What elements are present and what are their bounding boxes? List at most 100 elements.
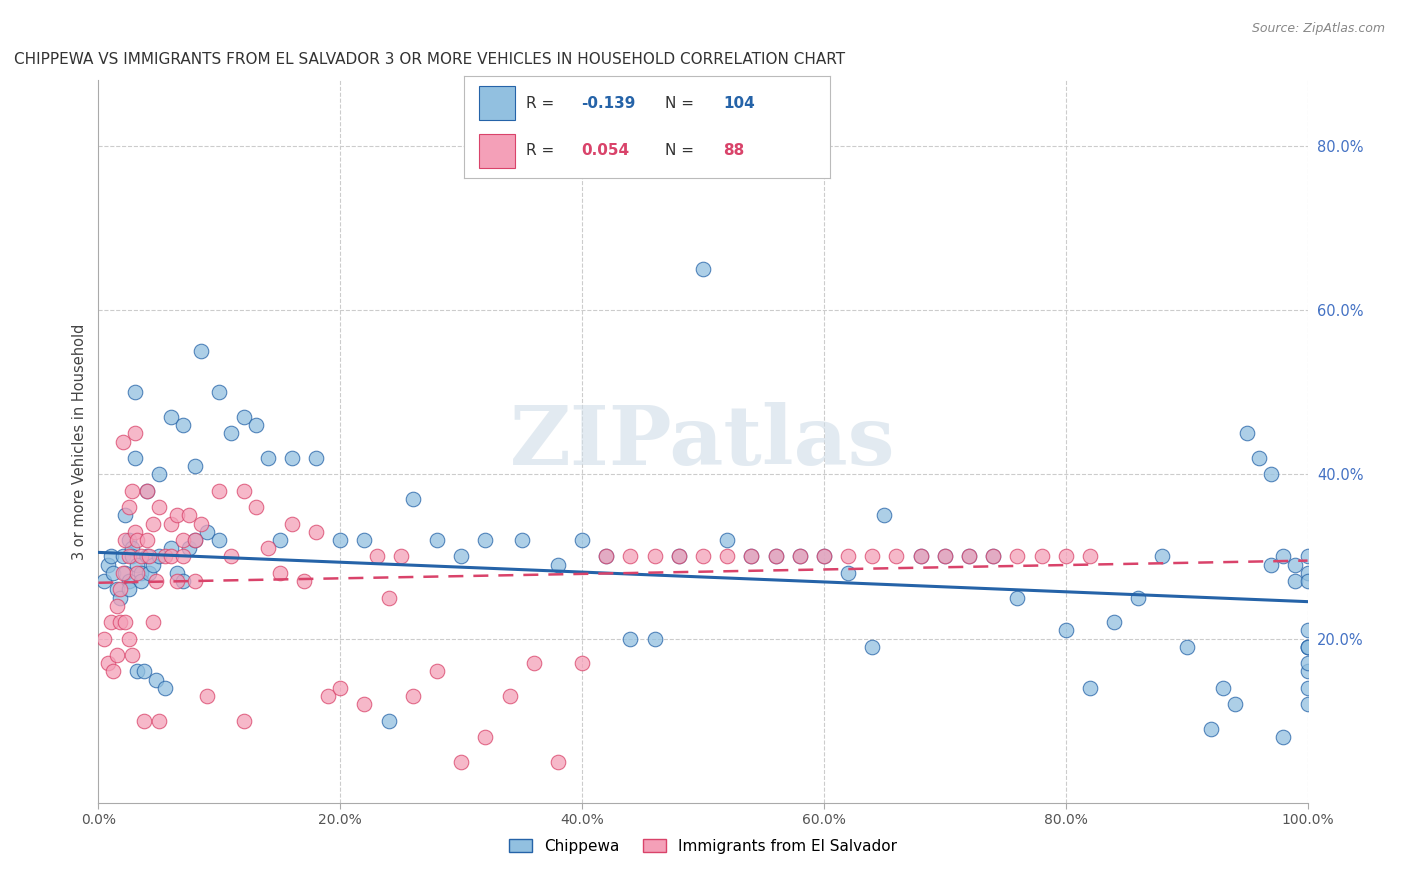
Point	[957, 549, 980, 564]
Point	[245, 418, 267, 433]
Point	[124, 450, 146, 465]
Point	[1054, 549, 1077, 564]
Text: R =: R =	[526, 96, 560, 111]
Point	[208, 385, 231, 400]
Point	[105, 582, 128, 597]
Point	[184, 459, 207, 474]
Point	[153, 549, 176, 564]
Point	[111, 549, 134, 564]
Point	[93, 574, 115, 588]
Point	[1128, 591, 1150, 605]
Point	[547, 558, 569, 572]
Point	[121, 483, 143, 498]
Point	[221, 426, 243, 441]
Point	[256, 450, 278, 465]
Point	[789, 549, 811, 564]
Point	[142, 558, 165, 572]
Point	[148, 714, 170, 728]
Point	[668, 549, 690, 564]
Point	[668, 549, 690, 564]
Point	[118, 500, 141, 515]
Point	[114, 615, 136, 630]
Point	[547, 755, 569, 769]
Point	[153, 681, 176, 695]
Point	[135, 483, 157, 498]
Point	[135, 483, 157, 498]
Point	[1284, 574, 1306, 588]
Point	[1284, 558, 1306, 572]
Point	[789, 549, 811, 564]
Point	[145, 574, 167, 588]
Point	[353, 533, 375, 547]
Point	[1296, 681, 1319, 695]
Point	[837, 549, 859, 564]
Point	[114, 533, 136, 547]
Point	[269, 533, 291, 547]
Point	[1078, 681, 1101, 695]
Point	[184, 533, 207, 547]
Point	[886, 549, 908, 564]
Point	[765, 549, 787, 564]
Point	[134, 714, 156, 728]
Point	[1212, 681, 1234, 695]
Point	[97, 657, 120, 671]
Point	[644, 549, 666, 564]
Point	[1296, 640, 1319, 654]
Point	[135, 533, 157, 547]
Point	[1296, 640, 1319, 654]
Point	[208, 483, 231, 498]
Point	[450, 549, 472, 564]
Point	[208, 533, 231, 547]
Point	[305, 450, 328, 465]
Point	[1260, 558, 1282, 572]
Point	[111, 566, 134, 580]
Point	[101, 566, 124, 580]
Point	[142, 516, 165, 531]
Point	[305, 524, 328, 539]
Point	[124, 426, 146, 441]
Point	[118, 533, 141, 547]
Point	[1296, 566, 1319, 580]
Point	[523, 657, 546, 671]
Point	[148, 549, 170, 564]
Point	[1007, 591, 1029, 605]
Point	[813, 549, 835, 564]
Point	[121, 648, 143, 662]
Point	[184, 574, 207, 588]
FancyBboxPatch shape	[478, 135, 515, 168]
Point	[860, 640, 883, 654]
Point	[129, 549, 152, 564]
Point	[121, 541, 143, 556]
Point	[1272, 549, 1295, 564]
Point	[100, 615, 122, 630]
Point	[981, 549, 1004, 564]
Point	[129, 566, 152, 580]
Point	[190, 516, 212, 531]
Point	[353, 698, 375, 712]
Point	[121, 549, 143, 564]
Point	[377, 714, 399, 728]
Point	[101, 665, 124, 679]
Text: 0.054: 0.054	[581, 144, 628, 158]
Point	[160, 549, 183, 564]
Point	[179, 508, 201, 523]
Point	[148, 467, 170, 482]
Point	[571, 657, 593, 671]
Point	[426, 533, 449, 547]
Text: N =: N =	[665, 96, 699, 111]
Point	[172, 418, 194, 433]
Point	[1078, 549, 1101, 564]
Point	[245, 500, 267, 515]
Point	[1296, 640, 1319, 654]
Point	[124, 524, 146, 539]
Point	[100, 549, 122, 564]
Point	[595, 549, 617, 564]
Point	[138, 566, 160, 580]
Point	[474, 730, 496, 744]
Point	[160, 516, 183, 531]
Point	[129, 574, 152, 588]
Point	[127, 566, 149, 580]
Point	[644, 632, 666, 646]
Point	[366, 549, 388, 564]
Point	[118, 582, 141, 597]
